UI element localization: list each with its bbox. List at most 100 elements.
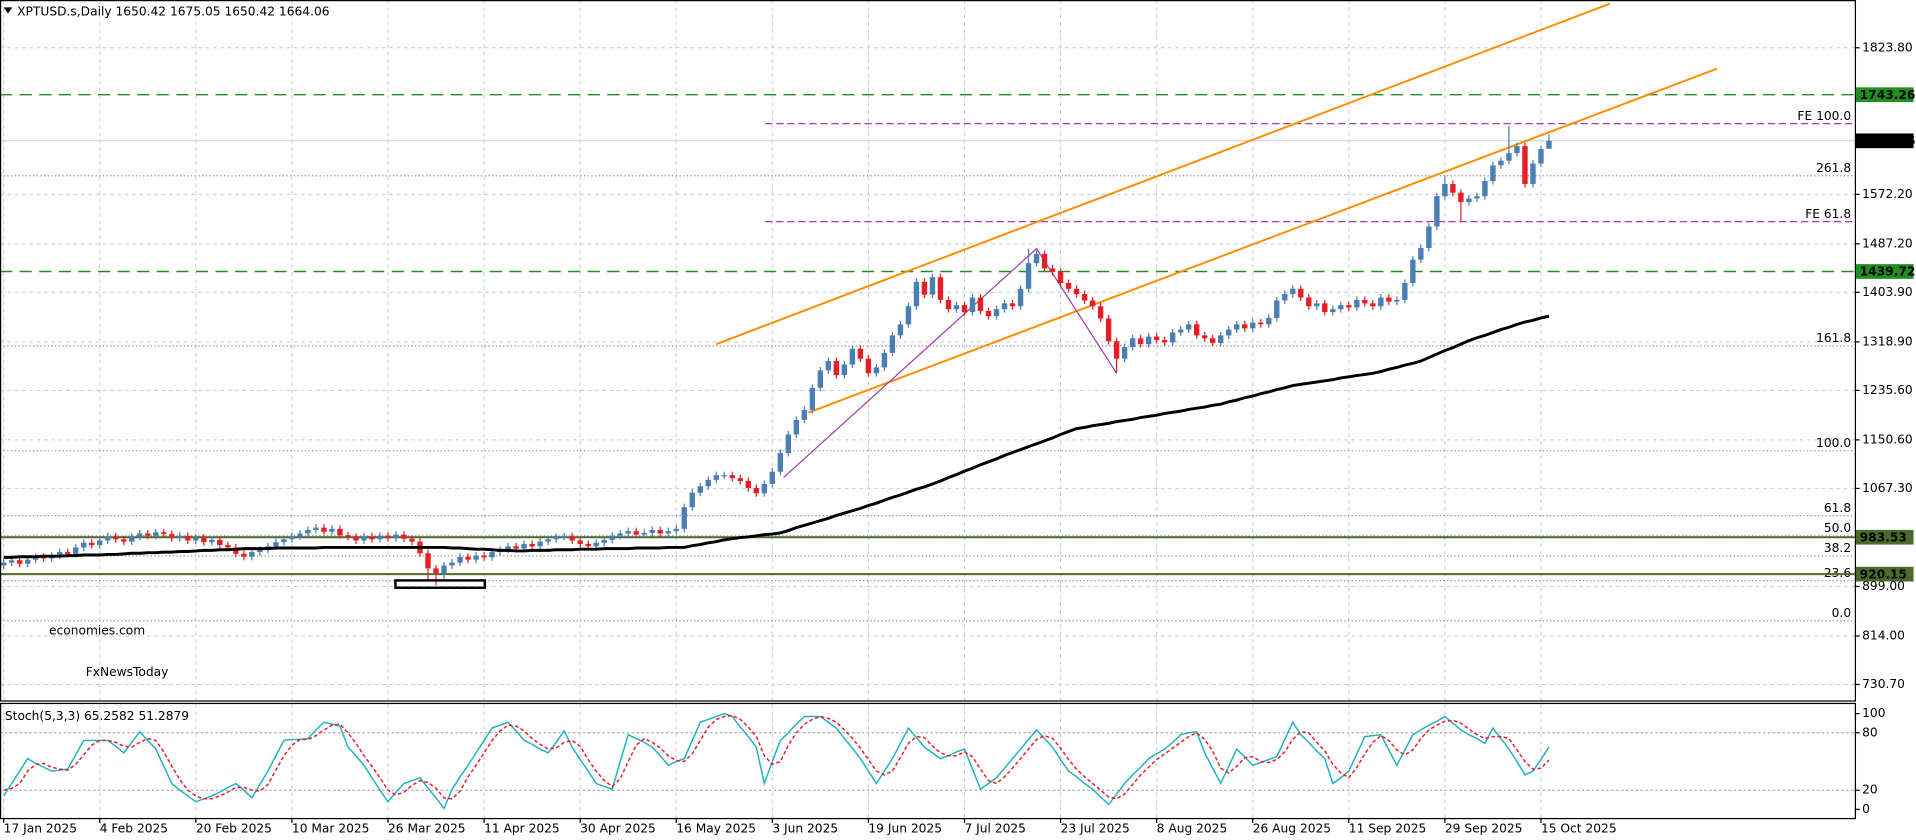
candle-body bbox=[521, 543, 527, 549]
candle-body bbox=[57, 552, 63, 556]
y-tick-label: 100 bbox=[1862, 706, 1885, 720]
candle-body bbox=[1442, 183, 1448, 197]
candle-body bbox=[8, 560, 15, 563]
candle-body bbox=[297, 533, 303, 537]
candle-body bbox=[177, 535, 183, 539]
candle-body bbox=[481, 555, 487, 558]
candle-body bbox=[857, 348, 864, 359]
candle-body bbox=[801, 409, 808, 420]
candle-body bbox=[113, 536, 119, 540]
candle-body bbox=[1266, 317, 1272, 325]
candle-body bbox=[1386, 297, 1392, 302]
x-tick-label: 29 Sep 2025 bbox=[1445, 821, 1523, 835]
candle-body bbox=[97, 540, 103, 546]
candle-body bbox=[1121, 347, 1128, 359]
candle-body bbox=[105, 536, 111, 541]
stoch-line bbox=[3, 714, 1550, 800]
candle-body bbox=[121, 539, 127, 542]
axes: 730.70 814.00 899.00 1067.30 1150.60 1235.60 1… bbox=[3, 40, 1916, 835]
candle-body bbox=[1169, 332, 1176, 343]
stoch-frame bbox=[0, 702, 1857, 820]
candle-body bbox=[1306, 297, 1312, 307]
candle-body bbox=[1346, 305, 1352, 308]
candle-body bbox=[249, 552, 255, 557]
stoch-line bbox=[3, 712, 1550, 810]
candle-body bbox=[1025, 263, 1032, 289]
candle-body bbox=[697, 486, 703, 493]
candle-body bbox=[1153, 336, 1160, 341]
candle-body bbox=[921, 281, 928, 295]
candle-body bbox=[73, 547, 79, 554]
fibo-label: 100.0 bbox=[1816, 436, 1851, 450]
candle-body bbox=[833, 361, 840, 376]
candle-body bbox=[289, 536, 295, 540]
candle-body bbox=[1145, 336, 1152, 345]
fibo-label: 0.0 bbox=[1832, 606, 1851, 620]
candle-body bbox=[593, 542, 599, 547]
candle-body bbox=[1161, 340, 1168, 343]
candle-body bbox=[841, 364, 848, 376]
highlight-box bbox=[394, 579, 487, 589]
candle-body bbox=[1017, 288, 1024, 307]
candle-body bbox=[153, 532, 159, 536]
candle-body bbox=[513, 546, 519, 549]
candle-body bbox=[241, 553, 247, 557]
candle-body bbox=[713, 475, 719, 480]
candle-body bbox=[681, 507, 687, 529]
candle-body bbox=[377, 535, 383, 540]
candle-body bbox=[1450, 183, 1456, 193]
candle-body bbox=[281, 539, 287, 543]
candle-body bbox=[161, 532, 167, 535]
x-tick-label: 19 Jun 2025 bbox=[868, 821, 942, 835]
candle-body bbox=[1218, 335, 1224, 343]
candle-body bbox=[24, 559, 31, 564]
candle-body bbox=[0, 562, 7, 566]
candle-body bbox=[641, 532, 647, 535]
y-tick-label: 1487.20 bbox=[1862, 236, 1913, 250]
candle-body bbox=[1298, 288, 1304, 298]
candle-body bbox=[1426, 226, 1432, 249]
candle-body bbox=[961, 305, 968, 313]
candle-body bbox=[489, 552, 495, 558]
candle-body bbox=[993, 309, 1000, 317]
candle-body bbox=[913, 281, 920, 307]
candle-body bbox=[1089, 300, 1096, 307]
y-tick-label: 1572.20 bbox=[1862, 187, 1913, 201]
candle-body bbox=[169, 534, 175, 539]
price-tag bbox=[1856, 529, 1914, 545]
candle-body bbox=[1394, 299, 1400, 302]
candle-body bbox=[1009, 303, 1016, 307]
candle-body bbox=[1330, 309, 1336, 313]
candle-body bbox=[617, 533, 623, 536]
candle-body bbox=[257, 549, 263, 553]
fibo-label: 50.0 bbox=[1824, 521, 1851, 535]
candle-body bbox=[1234, 324, 1240, 330]
moving-average bbox=[3, 314, 1550, 559]
candle-body bbox=[433, 568, 439, 574]
candle-body bbox=[1314, 303, 1320, 307]
candle-body bbox=[793, 419, 800, 435]
candle-body bbox=[185, 535, 191, 541]
candle-body bbox=[825, 361, 832, 371]
y-tick-label: 1318.90 bbox=[1862, 334, 1913, 348]
candle-body bbox=[321, 527, 327, 532]
candle-body bbox=[1498, 160, 1504, 166]
candle-body bbox=[721, 475, 727, 477]
candle-body bbox=[1362, 299, 1368, 304]
candle-body bbox=[1482, 181, 1488, 197]
y-tick-label: 814.00 bbox=[1862, 628, 1905, 642]
candle-body bbox=[1001, 303, 1008, 310]
candle-body bbox=[657, 529, 663, 534]
x-tick-label: 23 Jul 2025 bbox=[1061, 821, 1130, 835]
channel-line bbox=[715, 2, 1611, 346]
candle-body bbox=[449, 562, 455, 566]
price-tag-label: 1743.26 bbox=[1860, 88, 1916, 102]
candle-body bbox=[1514, 146, 1520, 154]
candle-body bbox=[441, 565, 447, 574]
price-tag bbox=[1856, 133, 1914, 149]
y-tick-label: 899.00 bbox=[1862, 579, 1905, 593]
candle-body bbox=[313, 527, 319, 530]
candle-body bbox=[633, 531, 639, 535]
